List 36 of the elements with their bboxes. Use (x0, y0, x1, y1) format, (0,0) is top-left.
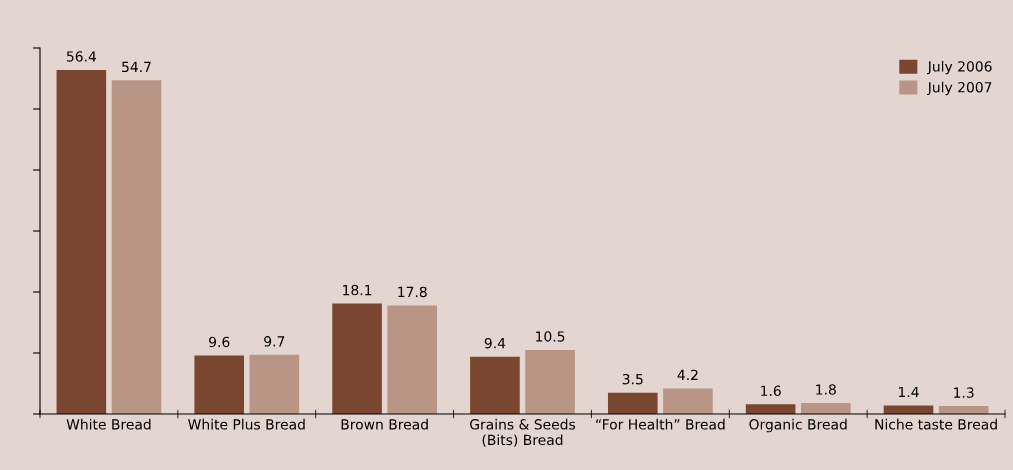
bar (249, 354, 300, 414)
bar (387, 305, 438, 414)
data-label: 1.3 (954, 387, 974, 398)
x-tick-label: “For Health” Bread (596, 418, 725, 430)
bar (883, 405, 934, 414)
x-tick-label: White Bread (66, 418, 151, 430)
legend-label: July 2007 (927, 81, 992, 96)
data-label: 56.4 (66, 51, 97, 62)
x-tick-label: Brown Bread (341, 418, 428, 430)
data-label: 9.6 (209, 336, 230, 348)
data-label: 4.2 (677, 369, 698, 380)
bar (525, 349, 575, 414)
data-label: 18.1 (343, 284, 372, 296)
bar (607, 392, 658, 414)
data-label: 1.8 (816, 384, 836, 395)
x-tick-label: Grains & Seeds (Bits) Bread (470, 418, 576, 447)
bar (663, 388, 713, 414)
data-label: 9.4 (484, 337, 506, 349)
legend-label: July 2006 (927, 60, 992, 75)
data-label: 17.8 (398, 286, 427, 298)
bar (745, 404, 796, 414)
x-tick-label: White Plus Bread (188, 418, 305, 430)
data-label: 1.6 (761, 385, 781, 396)
data-label: 9.7 (264, 336, 285, 347)
bar (470, 356, 520, 414)
data-label: 54.7 (122, 61, 151, 73)
bar (800, 403, 851, 414)
bar (332, 303, 382, 414)
data-label: 1.4 (898, 386, 919, 398)
bar (111, 80, 162, 414)
data-label: 3.5 (622, 373, 643, 385)
bar (194, 355, 245, 414)
x-tick-label: Organic Bread (749, 418, 847, 433)
data-label: 10.5 (536, 331, 565, 342)
bar (56, 69, 107, 414)
x-tick-label: Niche taste Bread (875, 418, 997, 430)
